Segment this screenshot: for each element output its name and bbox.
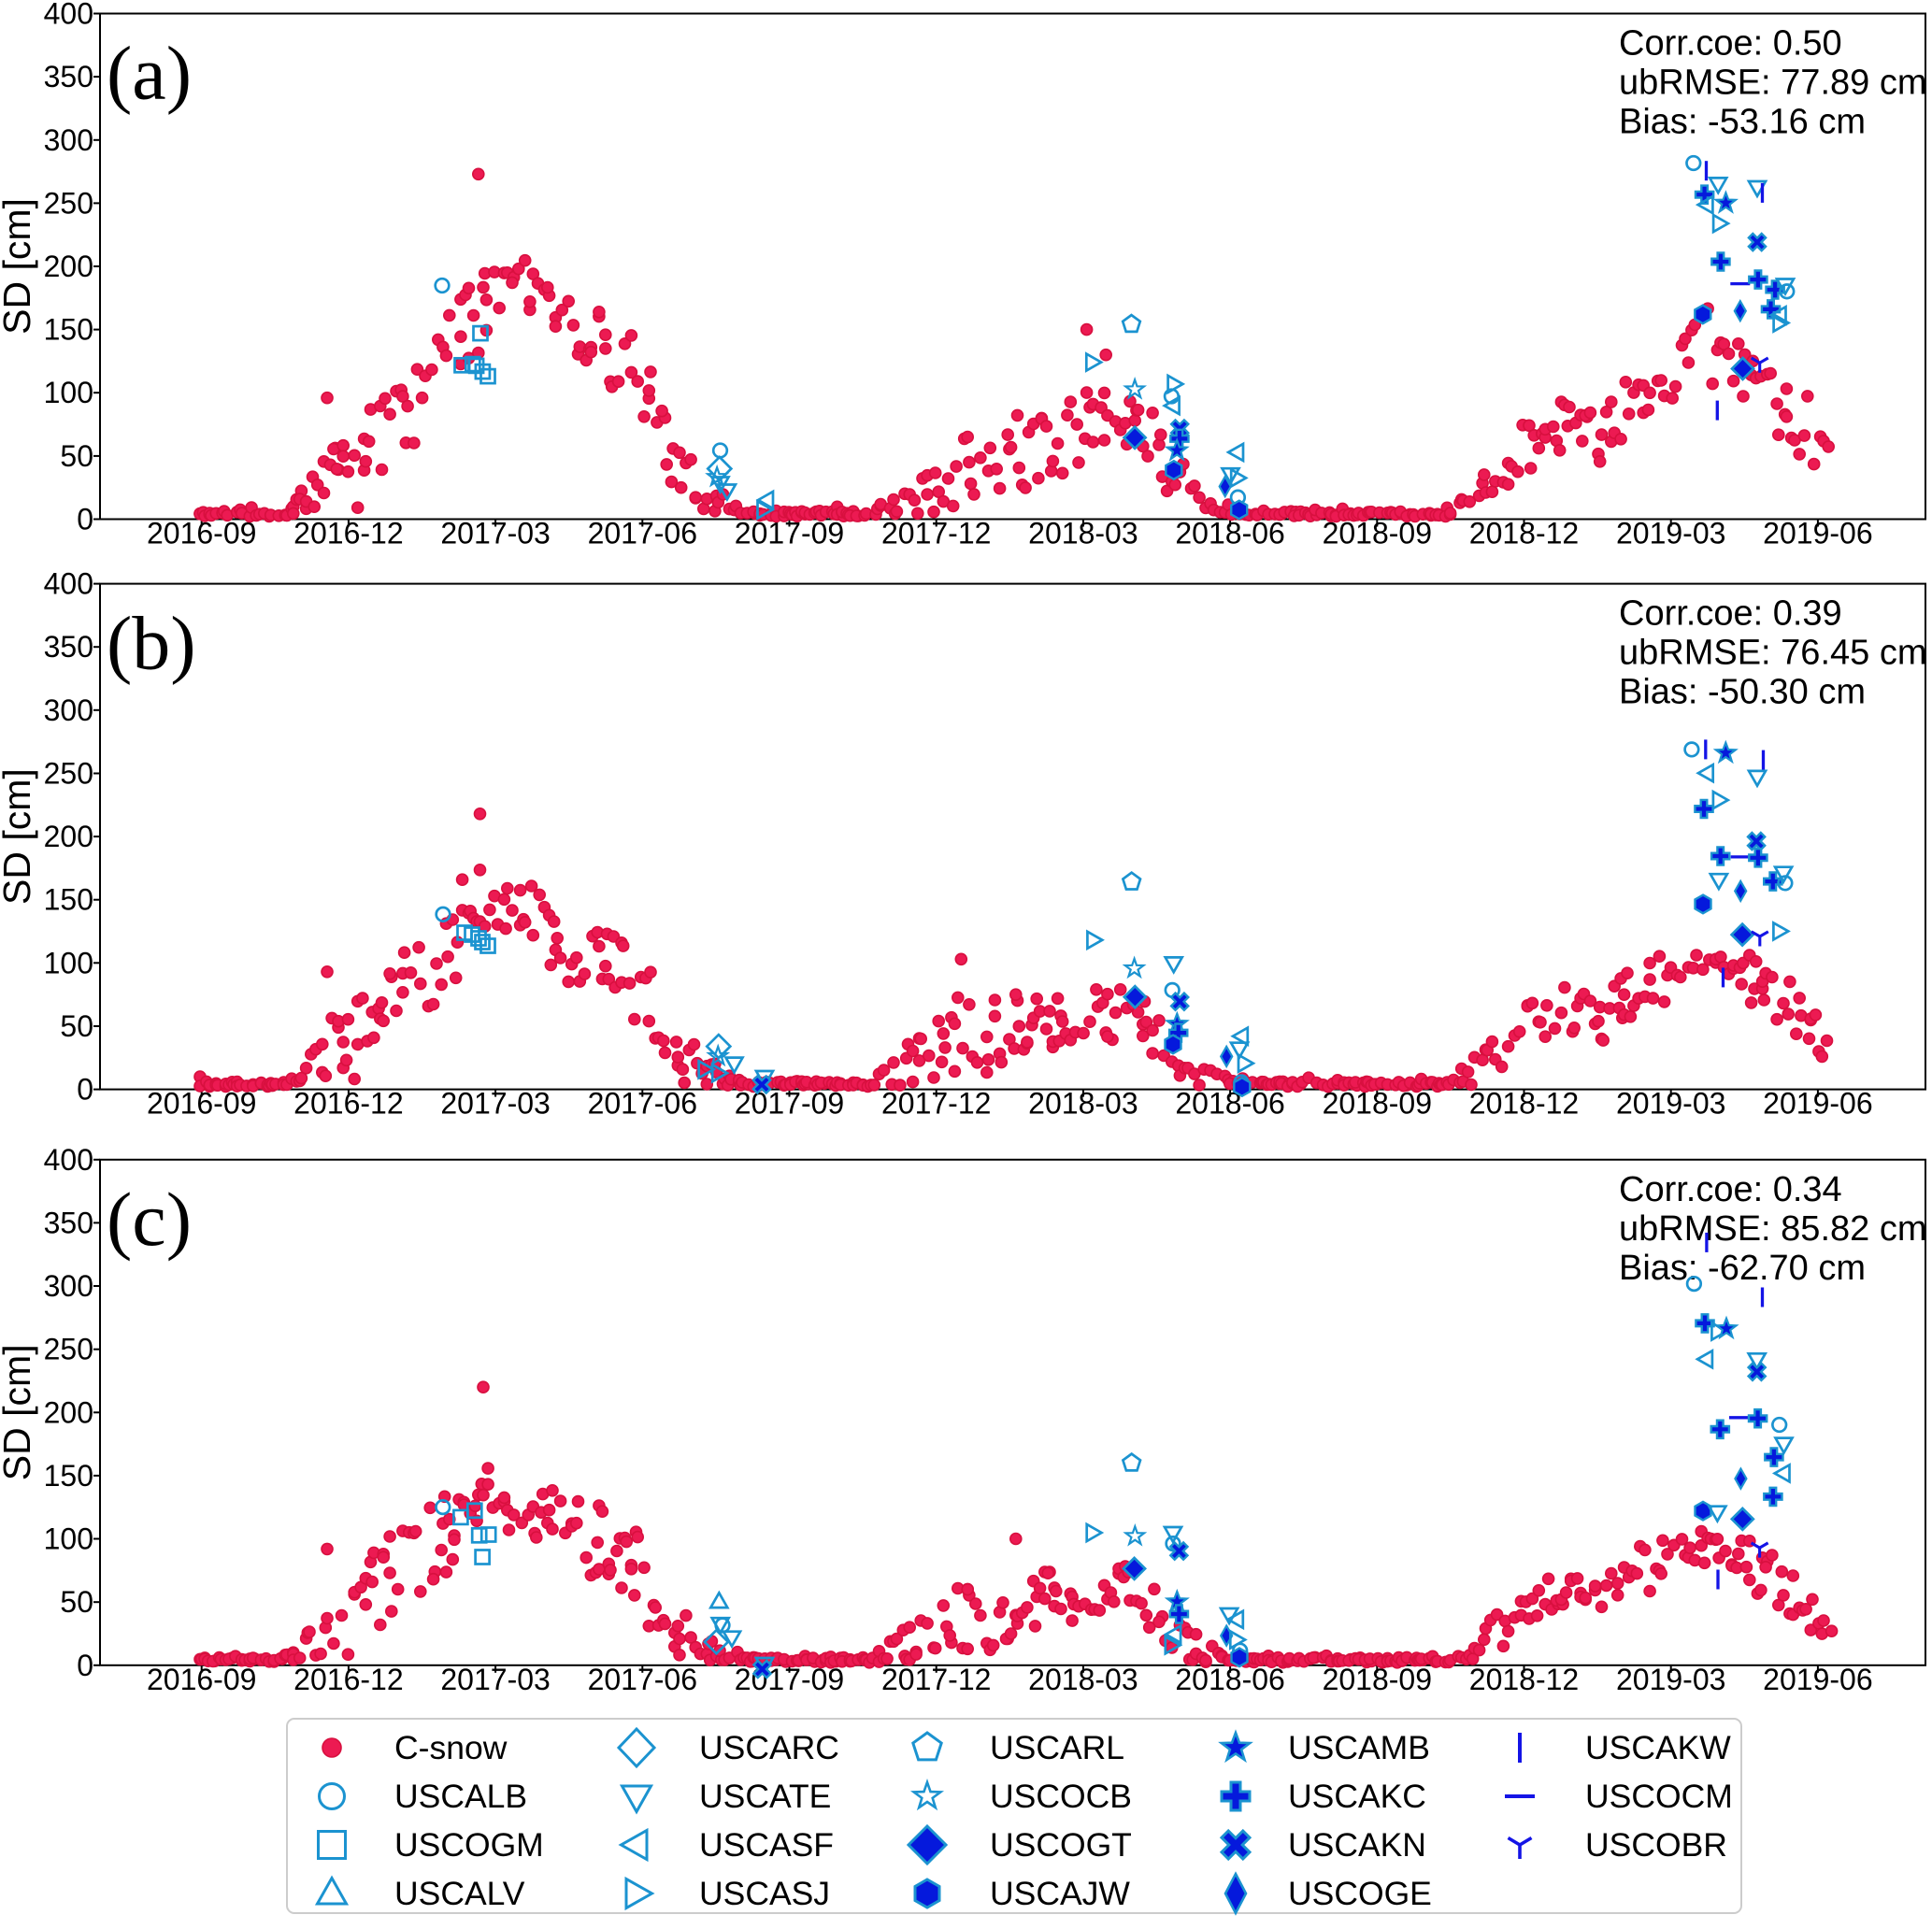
svg-text:2017-09: 2017-09 (735, 517, 844, 550)
svg-text:2017-03: 2017-03 (440, 1087, 550, 1121)
svg-text:USCAMB: USCAMB (1288, 1729, 1430, 1766)
svg-text:2017-06: 2017-06 (588, 1663, 697, 1696)
svg-text:2017-12: 2017-12 (881, 1087, 991, 1121)
svg-text:2018-09: 2018-09 (1323, 1663, 1432, 1696)
svg-text:0: 0 (77, 503, 93, 536)
svg-text:250: 250 (44, 186, 93, 220)
svg-text:200: 200 (44, 250, 93, 283)
svg-text:USCOBR: USCOBR (1585, 1826, 1727, 1864)
svg-text:100: 100 (44, 1522, 93, 1556)
svg-text:2017-09: 2017-09 (735, 1663, 844, 1696)
svg-text:USCOCB: USCOCB (990, 1778, 1132, 1815)
svg-text:ubRMSE: 77.89 cm: ubRMSE: 77.89 cm (1619, 64, 1926, 103)
svg-text:USCAKW: USCAKW (1585, 1729, 1731, 1766)
svg-text:50: 50 (60, 1585, 93, 1619)
svg-text:250: 250 (44, 1333, 93, 1366)
svg-text:400: 400 (44, 567, 93, 601)
svg-text:Corr.coe: 0.34: Corr.coe: 0.34 (1619, 1170, 1842, 1209)
svg-text:200: 200 (44, 820, 93, 853)
svg-text:Corr.coe: 0.50: Corr.coe: 0.50 (1619, 24, 1842, 64)
svg-text:50: 50 (60, 1009, 93, 1043)
svg-text:150: 150 (44, 1459, 93, 1493)
svg-text:2016-09: 2016-09 (147, 517, 256, 550)
svg-text:2018-03: 2018-03 (1028, 1087, 1138, 1121)
svg-text:USCARL: USCARL (990, 1729, 1124, 1766)
svg-text:100: 100 (44, 376, 93, 409)
svg-text:SD [cm]: SD [cm] (0, 198, 38, 335)
svg-text:(a): (a) (107, 31, 192, 116)
svg-text:Bias: -50.30 cm: Bias: -50.30 cm (1619, 673, 1866, 712)
svg-text:SD [cm]: SD [cm] (0, 1344, 38, 1480)
svg-text:2017-06: 2017-06 (588, 517, 697, 550)
svg-text:USCATE: USCATE (699, 1778, 831, 1815)
svg-text:2017-03: 2017-03 (440, 517, 550, 550)
svg-text:2018-12: 2018-12 (1469, 517, 1579, 550)
svg-text:300: 300 (44, 1269, 93, 1303)
svg-text:50: 50 (60, 439, 93, 473)
svg-text:Bias: -62.70 cm: Bias: -62.70 cm (1619, 1249, 1866, 1288)
svg-text:Corr.coe: 0.39: Corr.coe: 0.39 (1619, 594, 1842, 634)
svg-text:2017-12: 2017-12 (881, 517, 991, 550)
svg-text:2018-12: 2018-12 (1469, 1087, 1579, 1121)
svg-text:2017-06: 2017-06 (588, 1087, 697, 1121)
svg-text:Bias: -53.16 cm: Bias: -53.16 cm (1619, 103, 1866, 142)
svg-text:USCOGT: USCOGT (990, 1826, 1132, 1864)
svg-text:(c): (c) (107, 1177, 192, 1262)
svg-text:USCOGE: USCOGE (1288, 1875, 1432, 1912)
svg-text:400: 400 (44, 0, 93, 31)
svg-text:2018-06: 2018-06 (1175, 1087, 1284, 1121)
svg-text:0: 0 (77, 1073, 93, 1107)
svg-text:2019-06: 2019-06 (1763, 517, 1872, 550)
svg-text:SD [cm]: SD [cm] (0, 768, 38, 905)
svg-text:2016-12: 2016-12 (293, 517, 403, 550)
svg-text:2016-12: 2016-12 (293, 1087, 403, 1121)
svg-text:ubRMSE: 76.45 cm: ubRMSE: 76.45 cm (1619, 634, 1926, 673)
svg-text:USCALB: USCALB (394, 1778, 527, 1815)
svg-text:300: 300 (44, 693, 93, 727)
svg-text:2017-12: 2017-12 (881, 1663, 991, 1696)
svg-text:2018-03: 2018-03 (1028, 1663, 1138, 1696)
svg-text:150: 150 (44, 883, 93, 917)
svg-text:USCALV: USCALV (394, 1875, 525, 1912)
svg-text:2019-03: 2019-03 (1616, 1663, 1725, 1696)
svg-text:2019-06: 2019-06 (1763, 1087, 1872, 1121)
svg-text:(b): (b) (107, 601, 196, 686)
svg-text:USCAKN: USCAKN (1288, 1826, 1426, 1864)
svg-text:150: 150 (44, 313, 93, 347)
svg-text:350: 350 (44, 630, 93, 664)
svg-text:ubRMSE: 85.82 cm: ubRMSE: 85.82 cm (1619, 1209, 1926, 1249)
svg-text:USCAJW: USCAJW (990, 1875, 1130, 1912)
svg-text:0: 0 (77, 1649, 93, 1682)
svg-text:2017-03: 2017-03 (440, 1663, 550, 1696)
svg-text:350: 350 (44, 60, 93, 93)
svg-text:400: 400 (44, 1143, 93, 1177)
svg-text:250: 250 (44, 757, 93, 791)
svg-text:2018-06: 2018-06 (1175, 1663, 1284, 1696)
svg-text:USCOCM: USCOCM (1585, 1778, 1733, 1815)
svg-text:300: 300 (44, 123, 93, 157)
svg-text:USCOGM: USCOGM (394, 1826, 544, 1864)
svg-text:C-snow: C-snow (394, 1729, 508, 1766)
svg-text:2019-06: 2019-06 (1763, 1663, 1872, 1696)
svg-text:USCASJ: USCASJ (699, 1875, 830, 1912)
svg-text:2018-06: 2018-06 (1175, 517, 1284, 550)
svg-text:350: 350 (44, 1206, 93, 1239)
svg-text:2016-09: 2016-09 (147, 1663, 256, 1696)
svg-text:2018-03: 2018-03 (1028, 517, 1138, 550)
svg-text:USCAKC: USCAKC (1288, 1778, 1426, 1815)
svg-text:100: 100 (44, 946, 93, 979)
svg-text:2016-12: 2016-12 (293, 1663, 403, 1696)
svg-text:200: 200 (44, 1395, 93, 1429)
svg-text:2018-09: 2018-09 (1323, 1087, 1432, 1121)
svg-text:2019-03: 2019-03 (1616, 1087, 1725, 1121)
svg-text:2019-03: 2019-03 (1616, 517, 1725, 550)
svg-text:USCARC: USCARC (699, 1729, 839, 1766)
svg-text:2018-12: 2018-12 (1469, 1663, 1579, 1696)
svg-text:USCASF: USCASF (699, 1826, 834, 1864)
